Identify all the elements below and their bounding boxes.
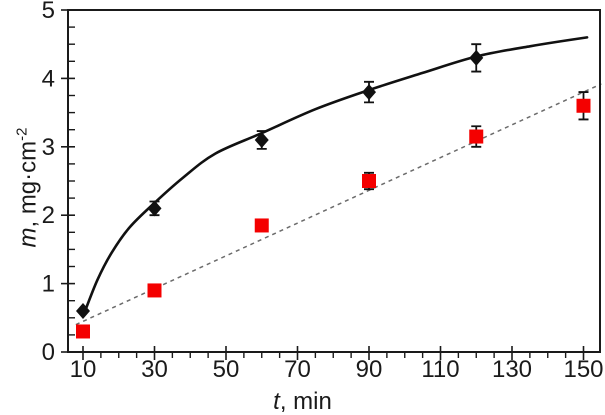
x-axis-title-unit: , min: [279, 388, 332, 415]
plot-border: [67, 9, 601, 353]
x-tick-label: 70: [284, 356, 311, 383]
x-tick-label: 50: [213, 356, 240, 383]
y-axis-title-symbol: m: [14, 227, 42, 248]
fit-curve-solid: [81, 36, 589, 318]
x-tick-label: 150: [563, 356, 603, 383]
data-point-diamond: [254, 131, 269, 148]
y-axis-title: m, mg·cm-2: [14, 98, 43, 278]
data-point-square: [147, 283, 162, 298]
data-point-diamond: [76, 302, 90, 319]
data-point-diamond: [147, 200, 162, 217]
x-tick-label: 130: [492, 356, 532, 383]
y-axis-title-exponent: -2: [13, 127, 31, 141]
data-point-square: [362, 174, 376, 188]
y-tick-label: 5: [42, 0, 55, 24]
data-point-square: [469, 129, 484, 144]
x-tick-label: 10: [70, 356, 97, 383]
y-tick-label: 1: [42, 271, 55, 298]
x-tick-label: 110: [421, 356, 459, 383]
y-tick-label: 0: [42, 339, 55, 366]
y-tick-label: 3: [42, 134, 55, 161]
x-axis-title-symbol: t: [273, 388, 280, 415]
y-axis-title-unit: , mg·cm: [14, 140, 42, 228]
x-tick-label: 30: [141, 356, 168, 383]
x-axis-title: t, min: [0, 388, 605, 415]
data-point-square: [576, 98, 591, 113]
trend-line-dashed: [75, 83, 602, 326]
data-point-diamond: [469, 49, 484, 66]
y-tick-label: 4: [42, 65, 55, 92]
data-point-square: [76, 324, 90, 339]
data-point-square: [254, 218, 269, 233]
data-point-diamond: [362, 84, 376, 101]
y-tick-label: 2: [42, 202, 55, 229]
x-tick-label: 90: [356, 356, 383, 383]
